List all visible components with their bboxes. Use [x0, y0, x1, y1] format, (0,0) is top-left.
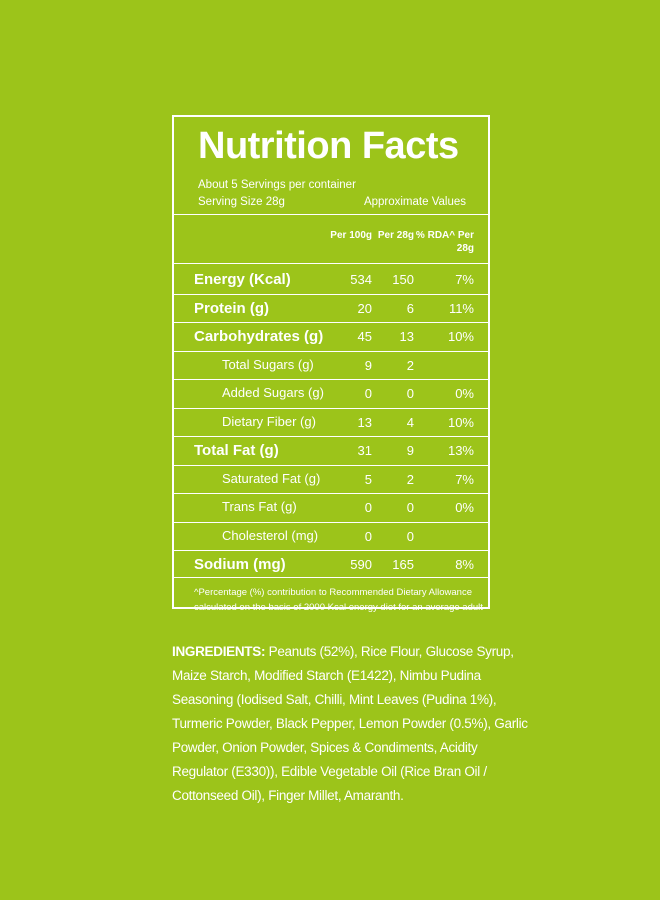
- nutrient-value: 0: [364, 500, 372, 515]
- nutrient-value: 0%: [455, 386, 474, 401]
- nutrient-value: 31: [357, 443, 372, 458]
- nutrient-name: Dietary Fiber (g): [222, 413, 316, 429]
- nutrient-value: 7%: [455, 272, 474, 287]
- nutrition-label: Nutrition Facts About 5 Servings per con…: [172, 115, 490, 613]
- nutrient-value: 0: [406, 500, 414, 515]
- row-divider: [174, 550, 488, 551]
- nutrient-name: Total Fat (g): [194, 442, 279, 459]
- row-divider: [174, 493, 488, 494]
- nutrient-name: Cholesterol (mg): [222, 527, 319, 543]
- nutrient-value: 11%: [448, 300, 474, 316]
- nutrient-value: 0: [364, 386, 372, 401]
- nutrient-value: 4: [406, 414, 414, 430]
- nutrient-name: Sodium (mg): [194, 556, 286, 573]
- row-divider: [174, 521, 488, 523]
- nutrient-value: 7%: [455, 471, 474, 487]
- nutrient-value: 9: [364, 357, 372, 373]
- nutrient-name: Total Sugars (g): [222, 356, 314, 372]
- nutrient-value: 6: [406, 300, 414, 316]
- nutrient-value: 2: [406, 357, 414, 373]
- nutrient-name: Added Sugars (g): [222, 385, 324, 400]
- row-divider: [174, 293, 488, 295]
- approximate-note: Approximate Values: [363, 196, 466, 208]
- nutrient-value: 13: [357, 414, 372, 430]
- ingredients-heading: INGREDIENTS:: [172, 644, 266, 659]
- servings: About 5 Servings per container: [198, 179, 356, 191]
- row-divider: [174, 436, 488, 437]
- serving-size: Serving Size 28g: [198, 196, 285, 208]
- nutrient-value: 13: [399, 329, 414, 344]
- nutrient-value: 590: [350, 557, 372, 572]
- ingredients: INGREDIENTS: Peanuts (52%), Rice Flour, …: [172, 640, 532, 808]
- nutrient-value: 0%: [455, 500, 474, 515]
- nutrient-name: Saturated Fat (g): [222, 470, 321, 486]
- divider: [174, 263, 488, 264]
- nutrient-value: 0: [406, 528, 414, 544]
- column-header: Per 28g: [377, 230, 414, 241]
- row-divider: [174, 464, 488, 466]
- column-header: Per 100g: [330, 230, 372, 241]
- nutrient-value: 45: [357, 329, 372, 344]
- nutrient-value: 0: [364, 528, 372, 544]
- nutrient-value: 5: [364, 471, 372, 487]
- nutrient-value: 10%: [447, 414, 474, 430]
- row-divider: [174, 407, 488, 409]
- nutrient-value: 10%: [447, 329, 474, 344]
- divider: [174, 214, 488, 215]
- nutrient-value: 20: [357, 300, 372, 316]
- nutrient-value: 13%: [447, 443, 474, 458]
- title: Nutrition Facts: [198, 125, 459, 167]
- column-header: % RDA^ Per 28g: [415, 230, 474, 254]
- divider: [174, 577, 488, 578]
- nutrient-value: 534: [350, 272, 372, 287]
- row-divider: [174, 379, 488, 380]
- nutrient-value: 9: [406, 443, 414, 458]
- footnote: ^Percentage (%) contribution to Recommen…: [194, 587, 483, 613]
- nutrient-name: Protein (g): [194, 299, 269, 317]
- nutrient-value: 165: [392, 557, 414, 572]
- nutrient-value: 8%: [455, 557, 474, 572]
- nutrient-name: Energy (Kcal): [194, 271, 291, 288]
- ingredients-text: Peanuts (52%), Rice Flour, Glucose Syrup…: [172, 644, 528, 803]
- row-divider: [174, 350, 488, 352]
- row-divider: [174, 322, 488, 323]
- nutrient-name: Trans Fat (g): [222, 499, 297, 514]
- nutrient-value: 2: [406, 471, 414, 487]
- nutrient-value: 150: [392, 272, 414, 287]
- nutrient-name: Carbohydrates (g): [194, 328, 324, 345]
- nutrient-value: 0: [406, 386, 414, 401]
